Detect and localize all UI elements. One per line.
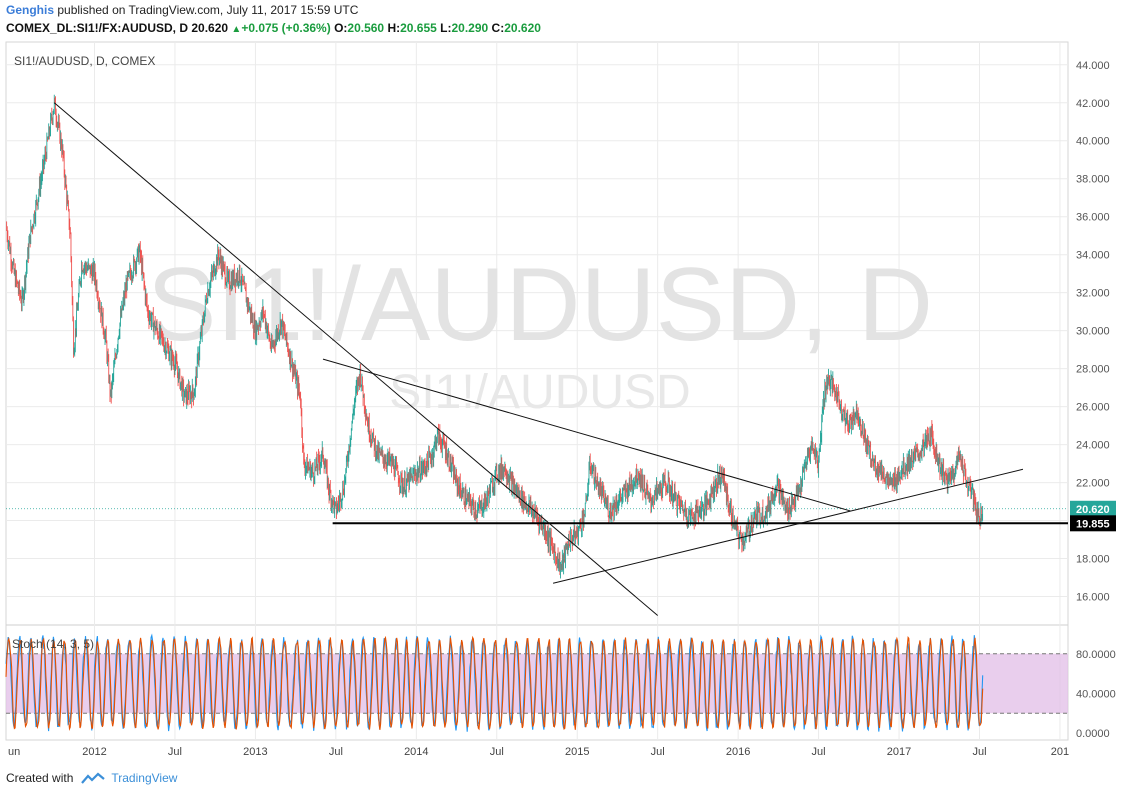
x-tick-label: 2015 <box>565 746 589 758</box>
publish-info: Genghis published on TradingView.com, Ju… <box>6 3 358 17</box>
y-tick-label: 40.000 <box>1076 136 1110 148</box>
stoch-d-line <box>5 635 984 732</box>
footer: Created with TradingView <box>6 771 177 785</box>
candles <box>6 94 984 579</box>
x-tick-label: un <box>8 746 20 758</box>
x-tick-label: 201 <box>1051 746 1069 758</box>
y-tick-label: 36.000 <box>1076 212 1110 224</box>
watermark-sub: SI1!/AUDUSD <box>389 366 690 419</box>
stoch-title: Stoch (14, 3, 5) <box>12 637 94 651</box>
x-tick-label: Jul <box>651 746 665 758</box>
trendline <box>322 358 851 512</box>
trendline <box>53 102 659 616</box>
low-value: 20.290 <box>451 21 489 35</box>
y-tick-label: 30.000 <box>1076 326 1110 338</box>
last-price-label: 20.620 <box>1076 504 1110 516</box>
ohlc-line: COMEX_DL:SI1!/FX:AUDUSD, D 20.620 ▲+0.07… <box>6 21 541 35</box>
publish-text: published on TradingView.com, July 11, 2… <box>57 3 359 17</box>
x-tick-label: 2014 <box>404 746 428 758</box>
y-tick-label: 22.000 <box>1076 478 1110 490</box>
y-tick-label: 38.000 <box>1076 174 1110 186</box>
stoch-tick-label: 40.0000 <box>1076 688 1116 700</box>
x-tick-label: 2016 <box>726 746 750 758</box>
author-link[interactable]: Genghis <box>6 3 55 17</box>
plot-frame <box>5 41 1069 741</box>
support-label: 19.855 <box>1076 518 1110 530</box>
triangle-up-icon: ▲ <box>231 24 242 35</box>
watermark: SI1!/AUDUSD, D <box>147 247 933 363</box>
y-tick-label: 16.000 <box>1076 592 1110 604</box>
price-change: +0.075 (+0.36%) <box>241 21 331 35</box>
stoch-tick-label: 80.0000 <box>1076 649 1116 661</box>
x-tick-label: 2017 <box>887 746 911 758</box>
y-tick-label: 18.000 <box>1076 554 1110 566</box>
x-tick-label: Jul <box>812 746 826 758</box>
grid <box>5 41 1069 741</box>
y-tick-label: 24.000 <box>1076 440 1110 452</box>
x-tick-label: Jul <box>168 746 182 758</box>
symbol-line: COMEX_DL:SI1!/FX:AUDUSD, D <box>6 21 189 35</box>
close-value: 20.620 <box>504 21 541 35</box>
support-badge <box>1070 515 1116 532</box>
x-tick-label: Jul <box>329 746 343 758</box>
stoch-lines <box>5 633 984 732</box>
chart-title: SI1!/AUDUSD, D, COMEX <box>14 54 155 68</box>
x-tick-label: Jul <box>972 746 986 758</box>
x-tick-label: Jul <box>490 746 504 758</box>
last-price: 20.620 <box>191 21 229 35</box>
created-with-text: Created with <box>6 771 74 785</box>
open-value: 20.560 <box>347 21 385 35</box>
last-price-badge <box>1070 500 1116 517</box>
x-tick-label: 2013 <box>243 746 267 758</box>
y-tick-label: 28.000 <box>1076 364 1110 376</box>
y-tick-label: 32.000 <box>1076 288 1110 300</box>
trendlines <box>6 102 1068 616</box>
tradingview-link[interactable]: TradingView <box>111 771 178 785</box>
y-tick-label: 42.000 <box>1076 98 1110 110</box>
tradingview-logo-icon <box>81 772 106 784</box>
y-tick-label: 26.000 <box>1076 402 1110 414</box>
y-tick-label: 44.000 <box>1076 60 1110 72</box>
y-tick-label: 34.000 <box>1076 250 1110 262</box>
stoch-tick-label: 0.0000 <box>1076 728 1110 740</box>
x-tick-label: 2012 <box>82 746 106 758</box>
axes: 44.000 42.000 40.000 38.000 36.000 34.000 32.0… <box>8 60 1116 758</box>
trendline <box>552 468 1024 584</box>
high-value: 20.655 <box>400 21 437 35</box>
